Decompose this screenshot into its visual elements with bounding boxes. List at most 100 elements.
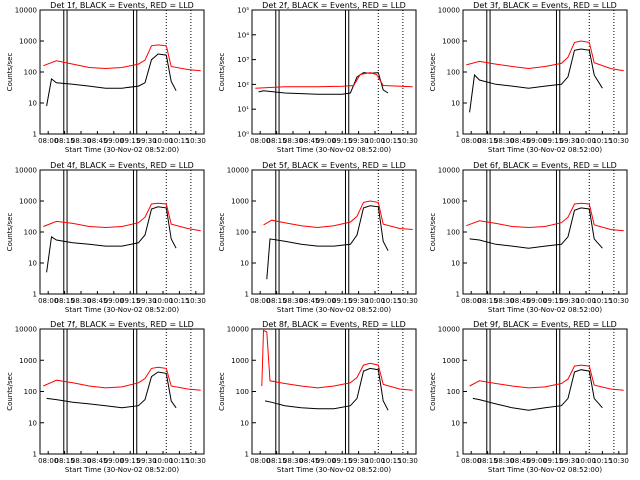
x-tick-label: 09:00 xyxy=(104,457,124,465)
x-tick-label: 09:00 xyxy=(527,457,547,465)
x-tick-label: 10:15 xyxy=(381,297,401,305)
x-tick-label: 09:00 xyxy=(527,297,547,305)
x-tick-label: 10:15 xyxy=(381,137,401,145)
x-tick-label: 09:30 xyxy=(137,457,157,465)
x-tick-label: 08:45 xyxy=(510,137,530,145)
y-tick-label: 1000 xyxy=(442,357,460,365)
x-tick-label: 09:00 xyxy=(316,457,336,465)
x-tick-label: 08:30 xyxy=(494,137,514,145)
y-axis-label: Counts/sec xyxy=(429,213,437,252)
series-line-lld xyxy=(466,40,624,72)
x-tick-label: 09:30 xyxy=(137,137,157,145)
x-tick-label: 10:15 xyxy=(592,137,612,145)
x-tick-label: 09:15 xyxy=(332,137,352,145)
x-tick-label: 08:45 xyxy=(87,457,107,465)
x-tick-label: 08:45 xyxy=(510,297,530,305)
y-tick-label: 10000 xyxy=(438,7,460,15)
y-tick-label: 1 xyxy=(456,131,460,139)
y-tick-label: 100 xyxy=(447,388,460,396)
y-tick-label: 10 xyxy=(240,260,249,268)
x-tick-label: 08:15 xyxy=(55,297,75,305)
y-tick-label: 100 xyxy=(24,388,37,396)
y-axis-label: Counts/sec xyxy=(218,53,226,92)
chart-panel-3: Det 3f, BLACK = Events, RED = LLD 1 10 100 1… xyxy=(429,1,629,154)
x-tick-label: 08:45 xyxy=(87,297,107,305)
y-tick-label: 1 xyxy=(245,451,249,459)
series-line-lld xyxy=(43,202,201,232)
y-tick-label: 1 xyxy=(456,291,460,299)
x-tick-label: 09:30 xyxy=(560,137,580,145)
chart-panel-6: Det 6f, BLACK = Events, RED = LLD 1 10 100 1… xyxy=(429,161,629,314)
x-tick-label: 09:30 xyxy=(137,297,157,305)
y-tick-label: 1000 xyxy=(19,38,37,46)
chart-title: Det 6f, BLACK = Events, RED = LLD xyxy=(473,161,617,170)
x-tick-label: 08:00 xyxy=(250,297,270,305)
x-tick-label: 08:15 xyxy=(267,137,287,145)
x-tick-label: 10:00 xyxy=(576,297,596,305)
y-tick-label: 100 xyxy=(447,229,460,237)
x-tick-label: 08:45 xyxy=(299,137,319,145)
x-tick-label: 10:15 xyxy=(592,297,612,305)
chart-title: Det 2f, BLACK = Events, RED = LLD xyxy=(262,1,406,10)
x-tick-label: 08:00 xyxy=(38,137,58,145)
chart-title: Det 3f, BLACK = Events, RED = LLD xyxy=(473,1,617,10)
y-tick-label: 10⁴ xyxy=(237,31,249,39)
y-tick-label: 1 xyxy=(33,451,37,459)
x-axis-label: Start Time (30-Nov-02 08:52:00) xyxy=(65,146,179,154)
x-tick-label: 08:45 xyxy=(510,457,530,465)
y-tick-label: 10 xyxy=(28,419,37,427)
x-tick-label: 09:30 xyxy=(560,457,580,465)
x-tick-label: 10:30 xyxy=(186,137,206,145)
series-line-events xyxy=(258,72,389,95)
chart-panel-4: Det 4f, BLACK = Events, RED = LLD 1 10 100 1… xyxy=(6,161,206,314)
y-tick-label: 1000 xyxy=(19,357,37,365)
y-axis-label: Counts/sec xyxy=(6,53,14,92)
x-tick-label: 08:30 xyxy=(283,457,303,465)
series-line-events xyxy=(469,207,603,249)
chart-panel-9: Det 9f, BLACK = Events, RED = LLD 1 10 100 1… xyxy=(429,320,629,474)
y-axis-label: Counts/sec xyxy=(6,213,14,252)
y-tick-label: 10 xyxy=(28,260,37,268)
x-tick-label: 10:00 xyxy=(576,457,596,465)
chart-title: Det 7f, BLACK = Events, RED = LLD xyxy=(50,320,194,329)
x-tick-label: 08:15 xyxy=(55,137,75,145)
x-axis-label: Start Time (30-Nov-02 08:52:00) xyxy=(65,466,179,474)
x-tick-label: 10:30 xyxy=(609,297,629,305)
series-line-events xyxy=(266,205,389,280)
y-tick-label: 100 xyxy=(236,388,249,396)
x-tick-label: 09:00 xyxy=(316,137,336,145)
x-tick-label: 10:00 xyxy=(365,297,385,305)
x-tick-label: 09:00 xyxy=(104,137,124,145)
x-tick-label: 08:15 xyxy=(478,457,498,465)
x-tick-label: 10:00 xyxy=(153,297,173,305)
x-tick-label: 09:00 xyxy=(316,297,336,305)
x-tick-label: 09:15 xyxy=(120,457,140,465)
y-tick-label: 10 xyxy=(240,419,249,427)
x-tick-label: 10:30 xyxy=(398,297,418,305)
x-tick-label: 10:15 xyxy=(381,457,401,465)
x-tick-label: 09:15 xyxy=(332,457,352,465)
y-axis-label: Counts/sec xyxy=(6,372,14,411)
x-tick-label: 09:00 xyxy=(104,297,124,305)
y-tick-label: 10 xyxy=(451,419,460,427)
plot-frame xyxy=(39,169,205,295)
x-tick-label: 08:15 xyxy=(267,457,287,465)
y-axis-label: Counts/sec xyxy=(218,372,226,411)
x-axis-label: Start Time (30-Nov-02 08:52:00) xyxy=(488,146,602,154)
y-tick-label: 1000 xyxy=(442,38,460,46)
y-tick-label: 10000 xyxy=(15,326,37,334)
series-line-lld xyxy=(261,329,413,391)
chart-panel-8: Det 8f, BLACK = Events, RED = LLD 1 10 100 1… xyxy=(218,320,418,474)
y-tick-label: 10³ xyxy=(237,56,249,64)
y-tick-label: 10000 xyxy=(227,326,249,334)
x-tick-label: 09:30 xyxy=(560,297,580,305)
x-axis-label: Start Time (30-Nov-02 08:52:00) xyxy=(277,146,391,154)
y-tick-label: 100 xyxy=(24,229,37,237)
x-tick-label: 08:30 xyxy=(71,297,91,305)
chart-panel-5: Det 5f, BLACK = Events, RED = LLD 1 10 100 1… xyxy=(218,161,418,314)
x-tick-label: 09:15 xyxy=(120,137,140,145)
x-tick-label: 10:00 xyxy=(365,137,385,145)
plot-frame xyxy=(462,169,628,295)
y-tick-label: 100 xyxy=(236,229,249,237)
